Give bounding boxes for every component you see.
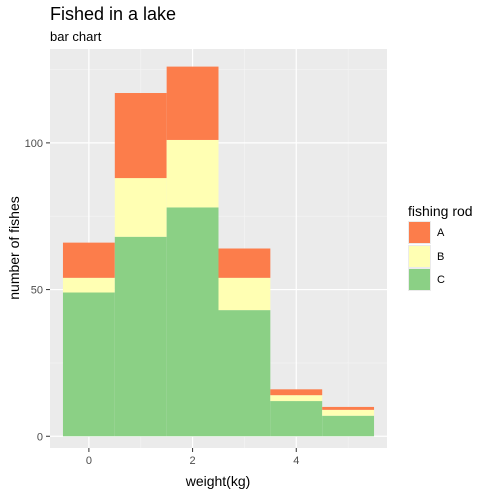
chart-title: Fished in a lake [50, 4, 177, 24]
bar-c [114, 236, 167, 437]
bar-c [62, 292, 115, 437]
legend-swatch-b [408, 245, 431, 268]
bar-b [166, 139, 219, 208]
y-tick-label: 0 [37, 431, 43, 443]
legend-title: fishing rod [408, 203, 473, 219]
bar-a [62, 242, 115, 278]
x-tick-label: 2 [190, 455, 196, 467]
bar-a [218, 248, 271, 278]
x-tick-label: 4 [293, 455, 299, 467]
bar-b [270, 395, 323, 402]
legend-swatch-c [408, 268, 431, 291]
bar-b [114, 178, 167, 237]
chart-subtitle: bar chart [50, 29, 102, 44]
legend-item-b: B [408, 245, 444, 268]
bar-c [270, 401, 323, 437]
bar-a [270, 389, 323, 396]
bar-c [166, 207, 219, 437]
legend-label-b: B [437, 250, 445, 263]
bar-a [166, 66, 219, 140]
bar-b [218, 277, 271, 311]
y-tick-label: 100 [25, 138, 43, 150]
legend-label-c: C [437, 273, 445, 286]
x-axis-title: weight(kg) [185, 473, 251, 489]
bar-a [322, 406, 375, 410]
axes: 0 50 100 0 2 4 [25, 138, 300, 467]
y-axis-title: number of fishes [6, 196, 22, 300]
bars [62, 66, 375, 437]
bar-c [322, 415, 375, 437]
legend-item-c: C [408, 268, 445, 291]
legend-label-a: A [437, 226, 445, 239]
legend-swatch-a [408, 221, 431, 244]
bar-b [62, 277, 115, 293]
y-tick-label: 50 [31, 285, 43, 297]
legend-item-a: A [408, 221, 444, 244]
bar-a [114, 93, 167, 179]
bar-b [322, 409, 375, 416]
bar-c [218, 310, 271, 437]
x-tick-label: 0 [86, 455, 92, 467]
